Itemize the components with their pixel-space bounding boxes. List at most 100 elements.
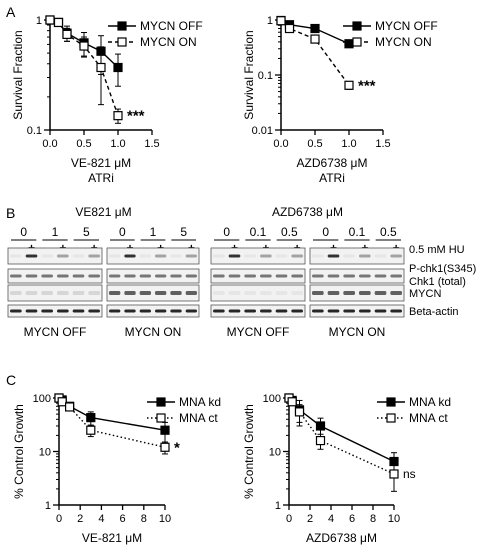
legend-label: MNA kd (179, 395, 221, 409)
blot-band (291, 309, 303, 313)
blot-band (57, 291, 69, 295)
x-tick-label: 1.0 (341, 138, 356, 150)
blot-band (228, 291, 241, 295)
data-point (315, 435, 326, 446)
blot-band (327, 309, 340, 313)
cell-line-label: MYCN ON (329, 325, 386, 339)
series-open (284, 393, 399, 492)
panel-label-a: A (6, 4, 16, 20)
blot-band (359, 291, 371, 295)
y-tick-label: 0.1 (258, 70, 273, 82)
data-point (64, 402, 75, 412)
x-tick-label: 2 (307, 513, 313, 525)
blot-panel (7, 284, 103, 302)
blot-row-label: P-chk1(S345) (409, 263, 476, 275)
legend-marker (156, 397, 166, 407)
series-line (58, 397, 166, 448)
blot-band (124, 309, 136, 313)
chart-c2: 1 10 100 0 2 4 6 8 10 % Control Growth AZD6738 μM n… (242, 393, 451, 545)
blot-band (109, 274, 121, 278)
legend-marker (352, 37, 362, 47)
blot-band (390, 309, 402, 313)
blot-band (41, 254, 53, 258)
y-tick-label: 1 (45, 500, 51, 512)
x-tick-label: 1.5 (375, 138, 390, 150)
data-point (53, 17, 64, 28)
blot-band (139, 274, 151, 278)
series-line (58, 397, 166, 431)
significance-label: ns (403, 467, 416, 481)
blot-band (327, 254, 340, 258)
cell-line-label: MYCN OFF (227, 325, 290, 339)
y-tick-label: 1 (267, 15, 273, 27)
y-tick-label: 10 (269, 447, 281, 459)
x-tick-label: 1.0 (110, 138, 125, 150)
dose-label: 0 (119, 225, 126, 239)
y-tick-label: 100 (33, 393, 51, 405)
data-point (284, 23, 295, 34)
blot-band (275, 291, 288, 295)
x-axis-label: AZD6738 μM (297, 156, 368, 170)
blot-panel (210, 268, 306, 284)
blot-band (228, 309, 241, 313)
legend-marker (117, 21, 127, 31)
dose-label: 5 (180, 225, 187, 239)
dose-label: 0.5 (281, 225, 298, 239)
blot-band (57, 309, 69, 313)
chart-c1: 1 10 100 0 2 4 6 8 10 % Control Growth VE-821 μM * M… (12, 393, 221, 545)
blot-band (359, 254, 371, 258)
blot-band (72, 274, 85, 278)
series-open (276, 16, 354, 90)
data-point (86, 425, 96, 435)
data-point (310, 34, 320, 44)
charts: 0.1 1 0.0 0.5 1.0 1.5 Survival Fraction VE-821 … (11, 15, 451, 545)
blot-band (312, 254, 324, 258)
legend-marker (117, 37, 127, 47)
blot-band (244, 291, 256, 295)
blot-band (213, 309, 225, 313)
data-point (276, 16, 286, 26)
data-point (79, 41, 89, 51)
blot-band (343, 254, 355, 258)
blot-panel (210, 284, 306, 302)
significance-label: *** (358, 77, 376, 94)
blot-band (291, 274, 303, 278)
legend-label: MNA ct (179, 411, 218, 425)
blot-band (228, 274, 241, 278)
blot-band (41, 274, 53, 278)
blot-band (88, 309, 100, 313)
x-axis-sublabel: ATRi (88, 171, 114, 185)
blot-panel (7, 268, 103, 284)
blot-band (185, 291, 197, 295)
x-tick-label: 8 (141, 513, 147, 525)
blot-band (228, 254, 241, 258)
blot-band (139, 254, 151, 258)
significance-label: *** (127, 108, 145, 125)
blot-row-label: MYCN (409, 288, 441, 300)
blot-band (170, 291, 182, 295)
blot-band (109, 309, 121, 313)
blot-band (155, 274, 167, 278)
blot-band (390, 274, 402, 278)
hu-label: 0.5 mM HU (409, 244, 465, 256)
blot-panel (7, 304, 103, 318)
data-point (57, 397, 67, 407)
blot-band (185, 309, 197, 313)
blot-band (244, 309, 256, 313)
blot-panel (106, 268, 200, 284)
x-tick-label: 4 (98, 513, 104, 525)
data-point (62, 29, 72, 39)
data-point (45, 15, 55, 25)
y-tick-label: 100 (263, 393, 281, 405)
data-point (389, 469, 399, 479)
blot-panel (309, 304, 405, 318)
blot-band (72, 254, 85, 258)
blot-band (155, 309, 167, 313)
blot-band (244, 254, 256, 258)
blot-band (359, 309, 371, 313)
blot-band (170, 309, 182, 313)
x-tick-label: 6 (349, 513, 355, 525)
data-point (344, 39, 354, 49)
data-point (113, 62, 123, 73)
